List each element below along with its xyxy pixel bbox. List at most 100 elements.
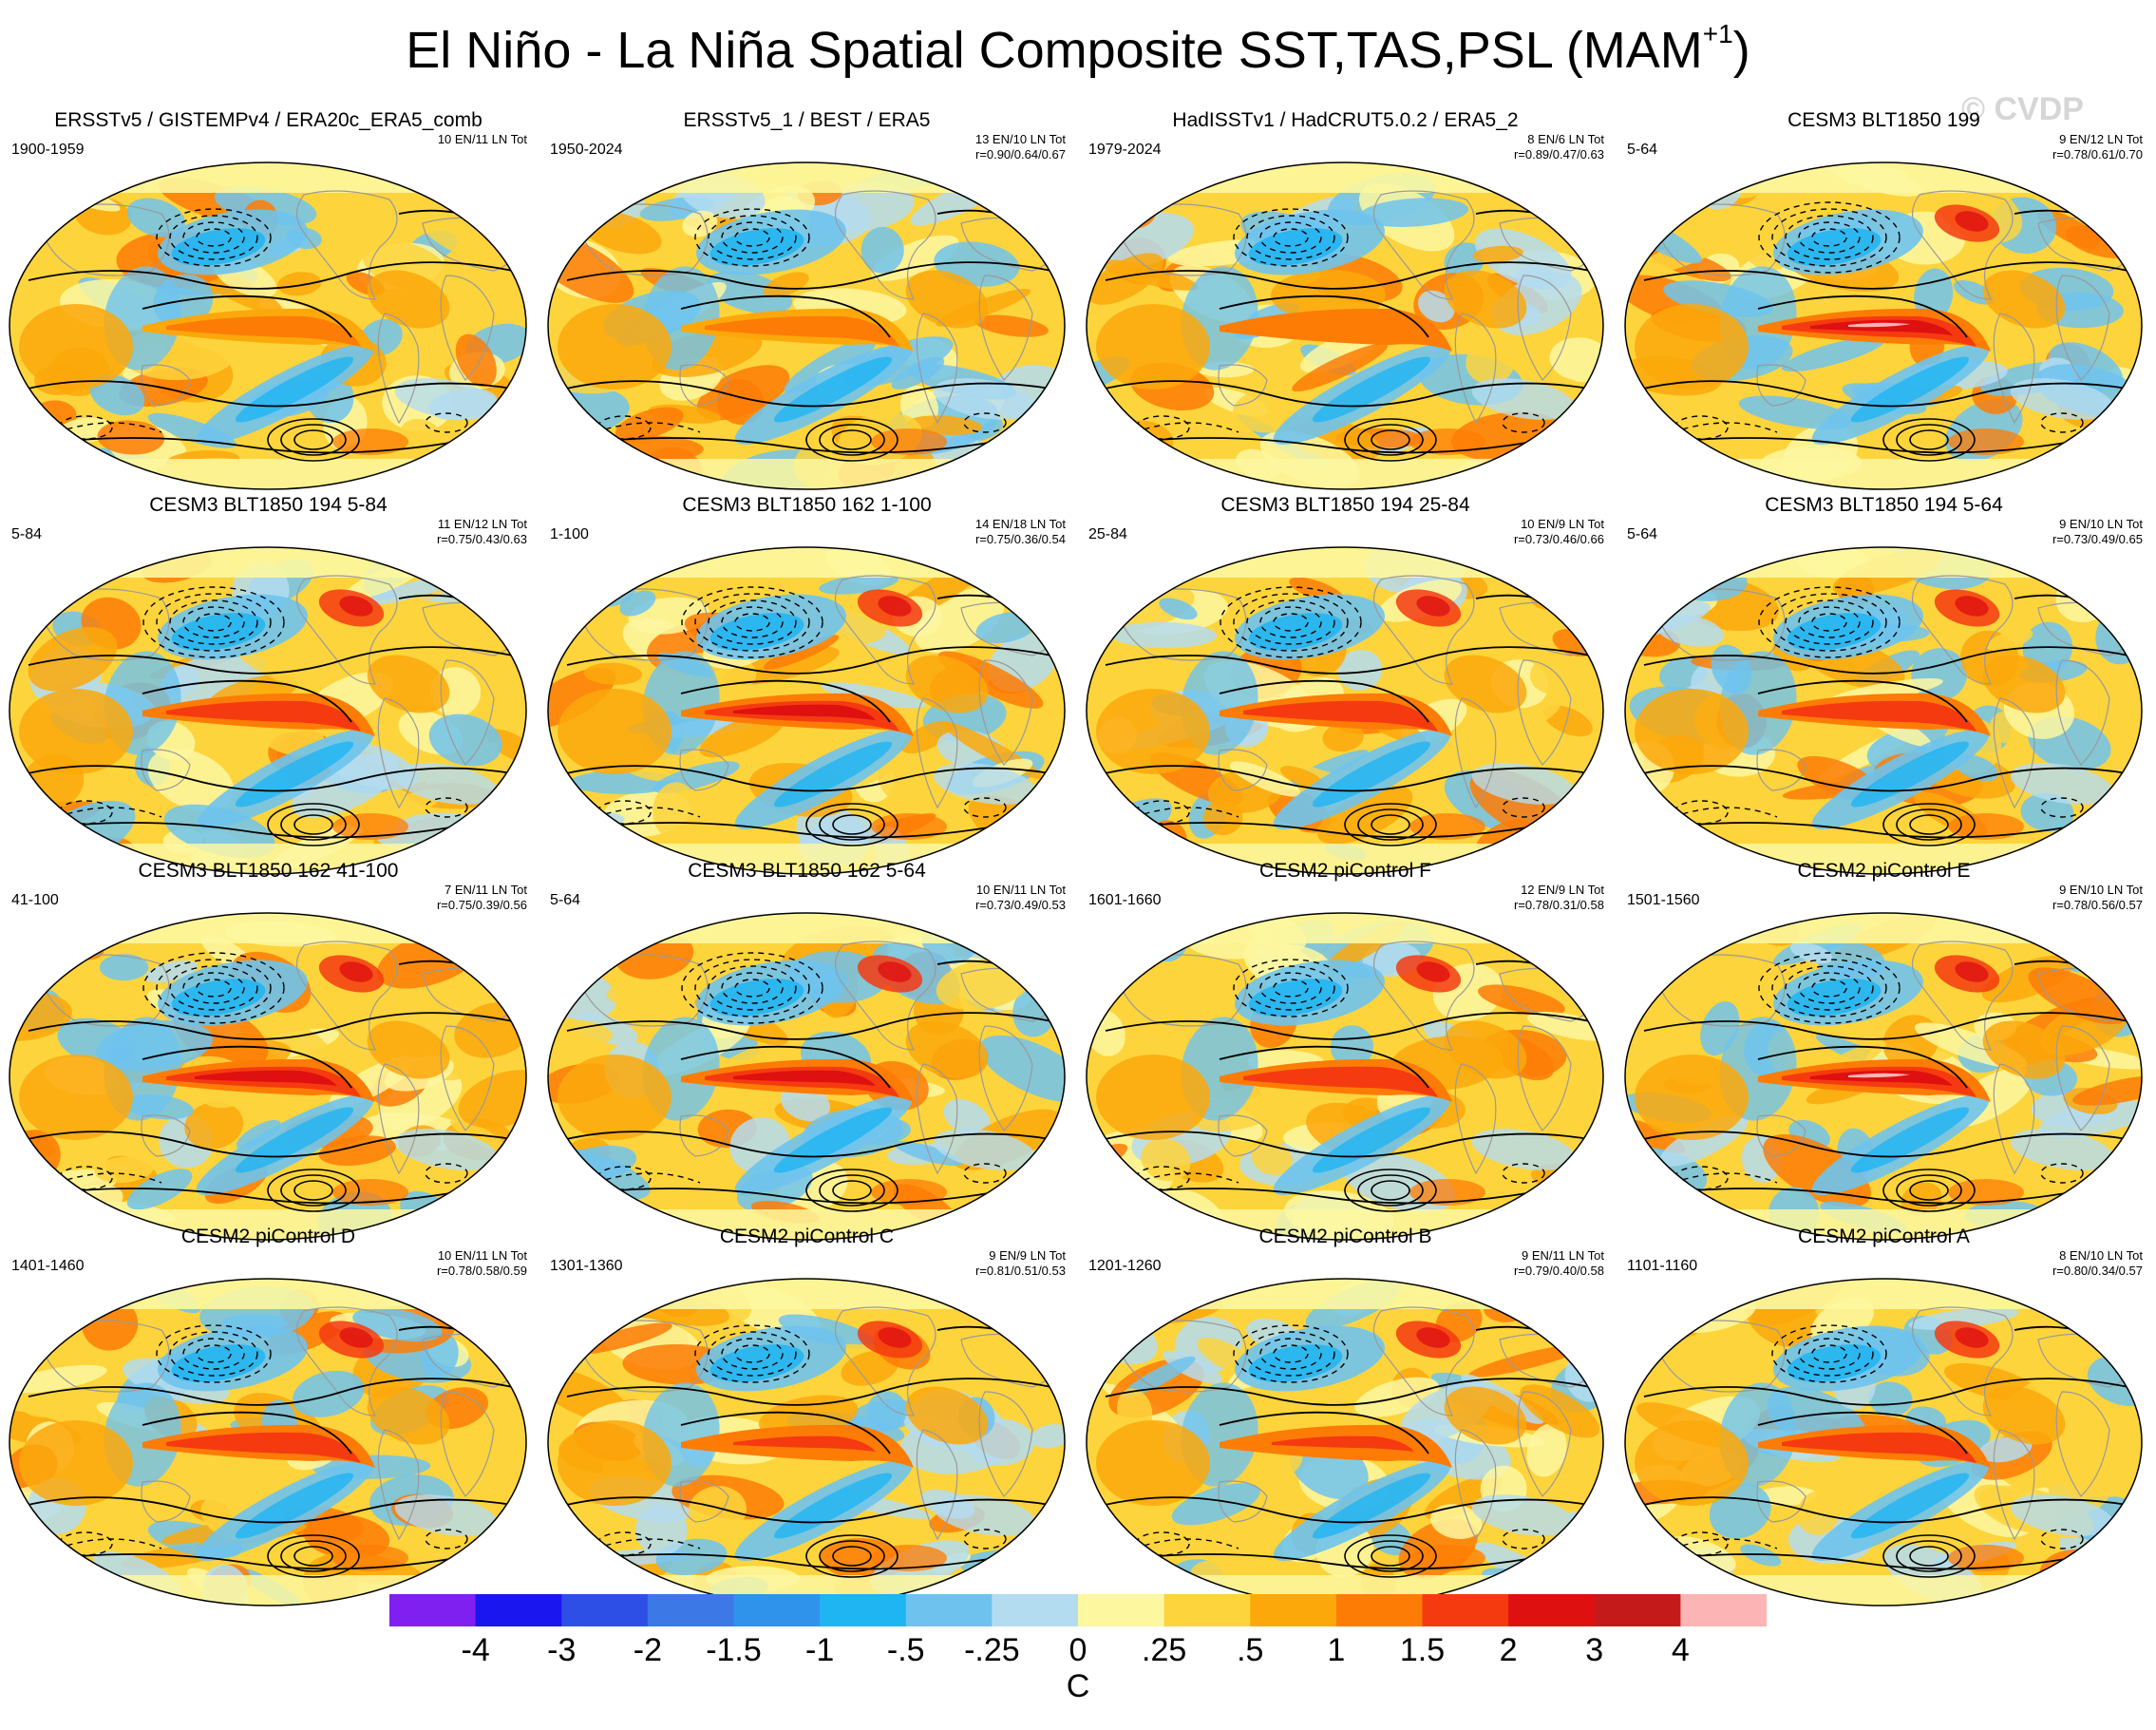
anomaly-patch	[688, 1486, 747, 1534]
nino-tongue-mid	[166, 315, 361, 347]
coastline	[377, 697, 420, 809]
panel-pattern-correlation: r=0.73/0.49/0.53	[974, 898, 1066, 913]
southern-ocean-warm	[1948, 1179, 2024, 1206]
coastline	[1993, 697, 2035, 809]
coastline	[1517, 659, 1572, 766]
anomaly-patch	[1781, 335, 1886, 372]
psl-contour-low	[58, 415, 113, 440]
southern-ocean-warm	[871, 1179, 947, 1206]
map-field	[547, 546, 1065, 875]
psl-contour-low	[425, 412, 468, 433]
coastline	[1454, 1429, 1497, 1541]
composite-map	[1624, 546, 2143, 875]
north-pacific-cold-core	[171, 228, 266, 266]
coastline	[1653, 203, 1786, 276]
psl-contour-high	[267, 1169, 360, 1212]
psl-contour-positive	[1133, 1553, 1534, 1570]
anomaly-patch	[144, 960, 199, 983]
panel-title: ERSSTv5 / GISTEMPv4 / ERA20c_ERA5_comb	[54, 109, 482, 131]
panel-years: 1900-1959	[11, 142, 85, 158]
coastline	[1114, 588, 1247, 661]
panel-event-counts: 9 EN/9 LN Tot	[989, 1248, 1066, 1263]
anomaly-patch	[1109, 621, 1218, 649]
panel-stats: 10 EN/9 LN Tot r=0.73/0.46/0.66	[1514, 517, 1604, 548]
anomaly-patch	[1978, 1435, 2033, 1463]
anomaly-patch	[979, 1035, 1065, 1103]
coastline	[679, 749, 729, 791]
psl-contour-positive	[142, 1045, 352, 1089]
psl-contour-low	[1135, 800, 1190, 825]
psl-contour-high	[819, 808, 885, 841]
coastline	[1911, 941, 2014, 1051]
anomaly-patch	[478, 1167, 526, 1207]
psl-contour-low	[1233, 208, 1349, 267]
southern-ocean-warm	[1409, 813, 1485, 840]
psl-contour-low	[169, 1331, 258, 1377]
north-pacific-cold-core	[171, 979, 266, 1017]
panel-title: CESM3 BLT1850 162 5-64	[688, 860, 926, 882]
psl-contour-negative	[595, 422, 701, 433]
psl-contour-low	[182, 606, 245, 638]
psl-contour-positive	[56, 437, 457, 454]
panel-years: 1201-1260	[1088, 1258, 1162, 1274]
anomaly-patch	[1359, 198, 1469, 227]
panel-pattern-correlation: r=0.78/0.31/0.58	[1513, 898, 1604, 913]
coastline	[37, 588, 170, 661]
psl-contour-low	[1798, 606, 1861, 638]
psl-contour-positive	[1672, 1188, 2072, 1205]
psl-contour-negative	[1672, 422, 1778, 433]
anomaly-patch	[696, 365, 790, 421]
north-atlantic-warm-core	[878, 961, 912, 982]
composite-map	[1086, 546, 1604, 875]
coastline	[37, 203, 170, 276]
psl-contour-low	[1785, 599, 1874, 645]
psl-contour-positive	[680, 1411, 891, 1454]
map-border	[1624, 546, 2143, 875]
coastline	[440, 659, 495, 766]
indian-ocean-warm	[1096, 1420, 1210, 1506]
psl-contour-high	[1344, 1169, 1437, 1212]
psl-contour-low	[1259, 1338, 1322, 1370]
psl-contour-low	[1785, 965, 1874, 1011]
psl-contour-high	[819, 424, 885, 456]
anomaly-patch	[1527, 1011, 1603, 1041]
map-field	[547, 1278, 1065, 1606]
panel-years: 25-84	[1088, 526, 1127, 542]
colorbar-tick-label: -1	[805, 1632, 835, 1668]
panel-title: CESM2 piControl A	[1798, 1226, 1970, 1247]
psl-contour-low	[58, 800, 113, 825]
psl-contour-positive	[1105, 1378, 1591, 1406]
indian-ocean-warm	[1635, 689, 1749, 774]
anomaly-patch	[985, 1278, 1022, 1310]
psl-contour-low	[2040, 412, 2084, 433]
colorbar-swatch	[1250, 1594, 1337, 1626]
colorbar-tick-label: -3	[547, 1632, 577, 1668]
psl-contour-low	[963, 412, 1007, 433]
north-atlantic-warm-core	[1955, 1327, 1989, 1348]
composite-map	[9, 1278, 527, 1606]
anomaly-patch	[2084, 1278, 2142, 1314]
psl-contour-low	[1771, 1324, 1887, 1383]
psl-contour-negative	[56, 807, 162, 818]
anomaly-patch	[1528, 932, 1589, 962]
map-border	[547, 912, 1066, 1241]
psl-contour-low	[1798, 972, 1861, 1004]
anomaly-patch	[1163, 1350, 1222, 1384]
map-border	[1624, 1278, 2143, 1606]
nino-tongue-core	[195, 704, 337, 720]
anomaly-patch	[1987, 628, 2033, 652]
south-atlantic-cool	[1471, 1129, 1576, 1170]
map-field	[1086, 1278, 1603, 1606]
psl-contour-positive	[1672, 437, 2072, 454]
coastline	[916, 1063, 958, 1175]
psl-contour-low	[1246, 599, 1335, 645]
map-field	[9, 162, 526, 490]
psl-contour-low	[734, 979, 770, 998]
psl-contour-low	[734, 1344, 770, 1363]
psl-contour-positive	[1105, 1012, 1591, 1040]
anomaly-patch	[763, 272, 809, 298]
anomaly-patch	[1797, 1491, 1840, 1535]
anomaly-patch	[2083, 913, 2125, 960]
coastline	[1993, 1063, 2035, 1175]
coastline	[1454, 313, 1497, 425]
